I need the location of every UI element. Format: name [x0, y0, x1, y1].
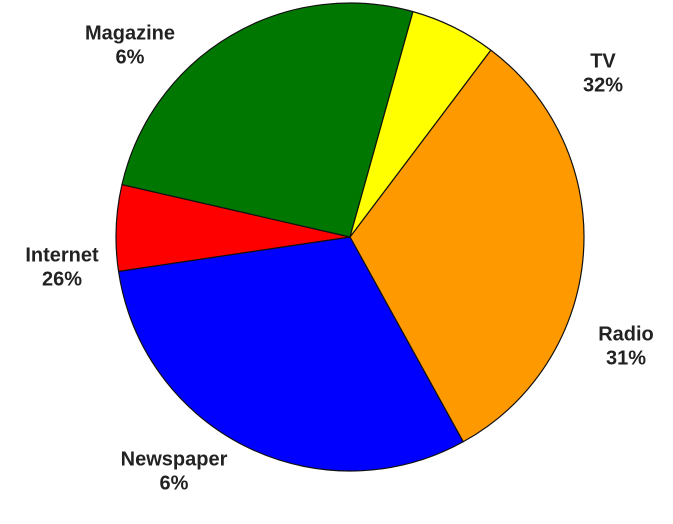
slice-value-magazine: 6%	[116, 46, 145, 68]
slices-layer	[115, 2, 585, 472]
slice-radio	[117, 236, 464, 472]
slice-value-newspaper: 6%	[160, 472, 189, 494]
slice-label-radio: Radio	[598, 323, 654, 345]
slice-value-internet: 26%	[42, 268, 82, 290]
slice-value-radio: 31%	[606, 347, 646, 369]
slice-magazine	[349, 11, 492, 238]
slice-value-tv: 32%	[583, 74, 623, 96]
slice-label-newspaper: Newspaper	[121, 448, 228, 470]
slice-internet	[121, 2, 414, 238]
slice-tv	[349, 49, 585, 443]
slice-label-magazine: Magazine	[85, 22, 175, 44]
slice-label-internet: Internet	[25, 244, 99, 266]
labels-layer: TV32%Radio31%Newspaper6%Internet26%Magaz…	[25, 22, 653, 494]
slice-label-tv: TV	[590, 50, 616, 72]
